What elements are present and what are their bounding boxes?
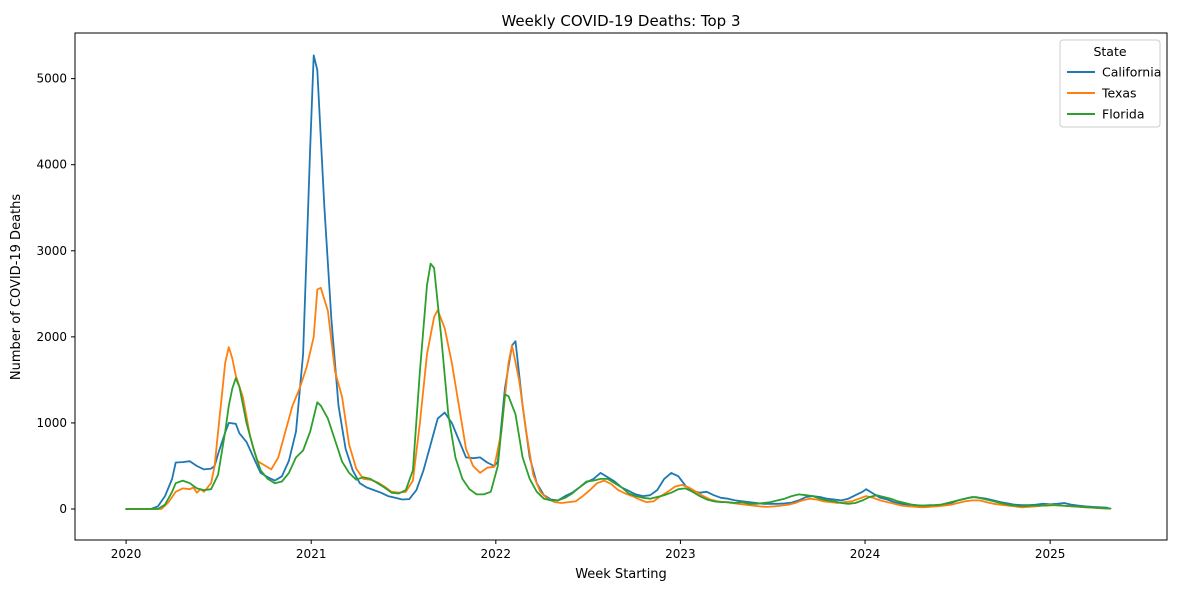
y-tick-label: 0 [59, 502, 67, 516]
y-tick-label: 2000 [36, 330, 67, 344]
x-tick-label: 2021 [296, 547, 327, 561]
series-line-florida [125, 262, 1112, 510]
y-tick-label: 3000 [36, 244, 67, 258]
x-tick-label: 2023 [665, 547, 696, 561]
plot-frame [74, 32, 1168, 541]
x-tick-label: 2024 [850, 547, 881, 561]
legend: State California Texas Florida [1059, 39, 1161, 128]
legend-title: State [1093, 44, 1126, 59]
legend-label-texas: Texas [1101, 86, 1137, 101]
y-axis-title: Number of COVID-19 Deaths [9, 194, 24, 381]
y-axis: 0 1000 2000 3000 4000 5000 [36, 72, 75, 516]
x-tick-label: 2022 [481, 547, 512, 561]
x-axis: 2020 2021 2022 2023 2024 2025 [111, 540, 1066, 561]
legend-label-florida: Florida [1102, 107, 1145, 122]
y-tick-label: 4000 [36, 158, 67, 172]
series-line-california [125, 54, 1112, 510]
legend-box [1059, 39, 1161, 128]
legend-label-california: California [1102, 65, 1161, 80]
legend-entries: California Texas Florida [1067, 65, 1161, 122]
x-tick-label: 2025 [1035, 547, 1066, 561]
y-tick-label: 5000 [36, 72, 67, 86]
x-axis-title: Week Starting [575, 567, 667, 582]
series-line-texas [125, 286, 1112, 510]
series-layer [125, 54, 1112, 510]
y-tick-label: 1000 [36, 416, 67, 430]
x-tick-label: 2020 [111, 547, 142, 561]
chart-title: Weekly COVID-19 Deaths: Top 3 [501, 12, 740, 30]
